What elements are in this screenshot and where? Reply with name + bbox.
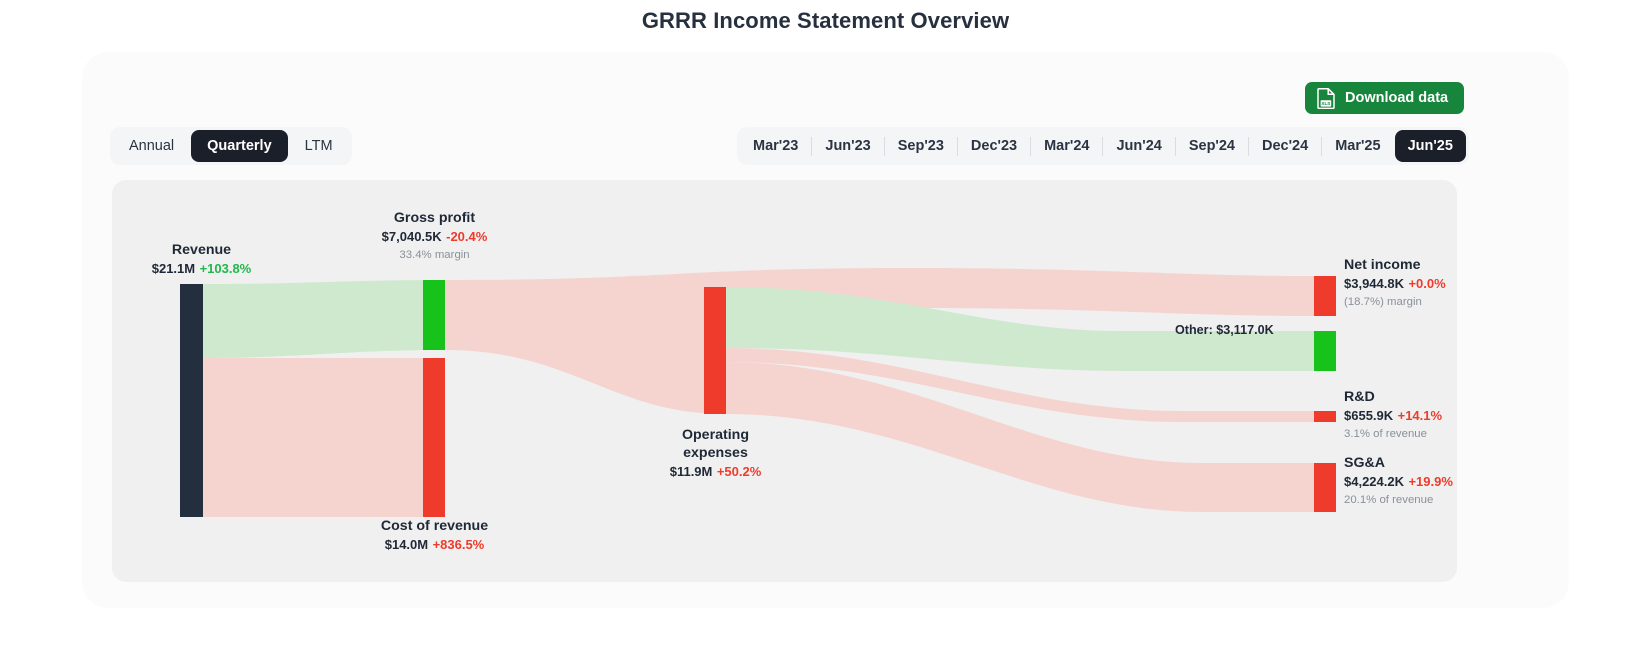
node-sgna[interactable] xyxy=(1314,463,1336,512)
download-data-label: Download data xyxy=(1345,90,1449,106)
period-tab-divider xyxy=(1248,136,1249,156)
label-sgna: SG&A $4,224.2K +19.9% 20.1% of revenue xyxy=(1344,454,1453,507)
download-data-button[interactable]: XLS Download data xyxy=(1305,82,1465,114)
label-operating-expenses-title-line1: Operating xyxy=(681,427,749,443)
svg-text:XLS: XLS xyxy=(1321,101,1330,106)
label-rnd-title: R&D xyxy=(1344,389,1375,405)
period-tab-dec-24[interactable]: Dec'24 xyxy=(1262,138,1309,154)
label-net-income: Net income $3,944.8K +0.0% (18.7%) margi… xyxy=(1344,256,1446,309)
label-net-income-sub: (18.7%) margin xyxy=(1344,295,1422,308)
period-tab-sep-24[interactable]: Sep'24 xyxy=(1188,138,1235,154)
period-tab-divider xyxy=(883,136,885,156)
label-sgna-sub: 20.1% of revenue xyxy=(1344,493,1434,506)
label-gross-profit-title: Gross profit xyxy=(393,210,476,226)
label-sgna-title: SG&A xyxy=(1344,455,1385,471)
period-tab-jun-24[interactable]: Jun'24 xyxy=(1116,138,1162,154)
label-operating-expenses-title-line2: expenses xyxy=(683,445,748,462)
period-tab-mar-25[interactable]: Mar'25 xyxy=(1335,138,1381,154)
label-net-income-value: $3,944.8K xyxy=(1344,276,1404,292)
node-operating-expenses[interactable] xyxy=(704,287,726,414)
sankey-links xyxy=(203,268,1314,517)
label-cost-of-revenue-value: $14.0M xyxy=(384,537,429,553)
period-type-tab-annual[interactable]: Annual xyxy=(129,138,175,154)
node-cost-of-revenue[interactable] xyxy=(423,358,445,517)
node-other[interactable] xyxy=(1314,331,1336,371)
node-revenue[interactable] xyxy=(180,284,203,517)
label-sgna-delta: +19.9% xyxy=(1408,474,1453,490)
label-revenue-title: Revenue xyxy=(171,242,232,258)
period-tab-jun-25[interactable]: Jun'25 xyxy=(1394,130,1466,162)
label-rnd: R&D $655.9K +14.1% 3.1% of revenue xyxy=(1344,388,1442,441)
label-gross-profit-delta: -20.4% xyxy=(446,229,488,245)
xls-file-icon: XLS xyxy=(1317,87,1336,109)
period-type-tab-ltm[interactable]: LTM xyxy=(304,138,333,154)
sankey-nodes xyxy=(180,276,1336,517)
label-rnd-delta: +14.1% xyxy=(1397,408,1443,424)
period-tab-dec-23[interactable]: Dec'23 xyxy=(970,138,1018,154)
label-net-income-title: Net income xyxy=(1344,257,1421,273)
link-revenue-gross-profit xyxy=(203,280,444,358)
label-operating-expenses: Operating expenses $11.9M +50.2% xyxy=(653,426,778,483)
label-sgna-value: $4,224.2K xyxy=(1344,474,1404,490)
label-gross-profit: Gross profit $7,040.5K -20.4% 33.4% marg… xyxy=(367,209,502,262)
page-title: GRRR Income Statement Overview xyxy=(641,8,1010,33)
sankey-chart-panel: Revenue $21.1M +103.8% Gross profit $7,0… xyxy=(112,180,1457,582)
node-gross-profit[interactable] xyxy=(423,280,445,350)
label-gross-profit-sub: 33.4% margin xyxy=(399,248,470,261)
link-revenue-cost-of-revenue xyxy=(203,358,444,517)
sankey-diagram xyxy=(180,268,1336,517)
period-tab-divider xyxy=(1174,136,1176,156)
period-tab-mar-24[interactable]: Mar'24 xyxy=(1044,138,1090,154)
link-gross-profit-operating-expenses xyxy=(445,287,725,414)
period-type-tab-quarterly[interactable]: Quarterly xyxy=(191,130,288,162)
label-revenue-value: $21.1M xyxy=(151,261,196,277)
period-tab-divider xyxy=(1321,136,1323,156)
label-rnd-value: $655.9K xyxy=(1344,408,1394,424)
link-operating-expenses-sgna xyxy=(726,362,1314,512)
period-tab-sep-23[interactable]: Sep'23 xyxy=(897,138,944,154)
label-revenue: Revenue $21.1M +103.8% xyxy=(134,241,269,280)
period-tab-divider xyxy=(956,136,958,156)
node-rnd[interactable] xyxy=(1314,411,1336,422)
period-tab-divider xyxy=(811,136,813,156)
label-rnd-sub: 3.1% of revenue xyxy=(1344,427,1427,440)
period-tab-mar-23[interactable]: Mar'23 xyxy=(753,138,799,154)
label-cost-of-revenue-title: Cost of revenue xyxy=(380,518,489,534)
period-type-tab-group[interactable]: Annual Quarterly LTM xyxy=(110,127,352,165)
label-gross-profit-value: $7,040.5K xyxy=(381,229,442,245)
label-operating-expenses-delta: +50.2% xyxy=(716,464,762,480)
period-tab-jun-23[interactable]: Jun'23 xyxy=(825,138,871,154)
link-operating-expenses-other xyxy=(726,287,1314,371)
label-cost-of-revenue: Cost of revenue $14.0M +836.5% xyxy=(367,517,502,556)
period-tab-divider xyxy=(1102,136,1104,156)
link-operating-expenses-rnd xyxy=(726,348,1314,422)
label-other: Other: $3,117.0K xyxy=(1175,323,1274,337)
label-cost-of-revenue-delta: +836.5% xyxy=(432,537,485,553)
node-net-income[interactable] xyxy=(1314,276,1336,316)
label-revenue-delta: +103.8% xyxy=(199,261,252,277)
period-tab-group[interactable]: Mar'23 Jun'23 Sep'23 Dec'23 Mar'24 Jun'24 Sep'… xyxy=(737,127,1469,165)
period-tab-divider xyxy=(1030,136,1032,156)
label-operating-expenses-value: $11.9M xyxy=(669,464,713,480)
label-net-income-delta: +0.0% xyxy=(1408,276,1446,292)
